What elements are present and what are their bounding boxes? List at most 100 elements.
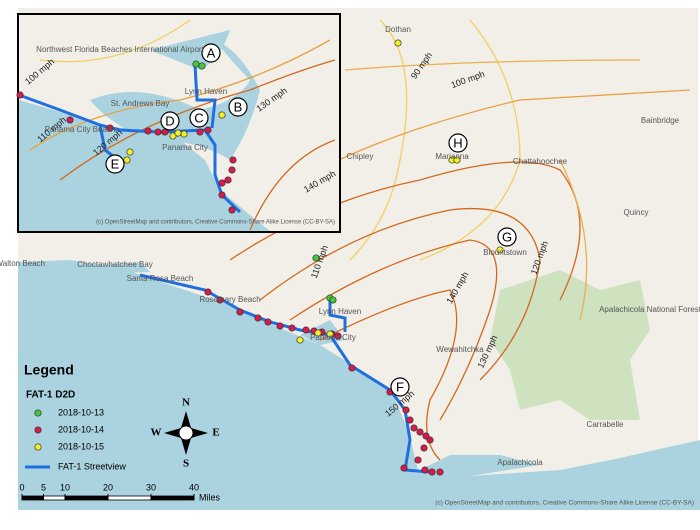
survey-point [216,296,224,304]
survey-point [154,128,162,136]
scale-segment [43,495,66,501]
compass-letter: S [183,458,189,470]
place-label: Lynn Haven [319,307,361,316]
place-label: Rosemary Beach [199,295,260,304]
place-label: Chipley [347,152,374,161]
contour [349,19,408,261]
compass-center [178,425,194,441]
survey-point [34,426,42,434]
scale-segment [64,495,109,501]
place-label: Chattahoochee [513,157,568,166]
survey-point [106,124,114,132]
contour [259,207,541,381]
survey-point [204,126,212,134]
place-label: Marianna [435,152,469,161]
place-label: Blountstown [483,248,527,257]
point-label: A [207,45,216,60]
place-label: Carrabelle [587,420,624,429]
place-label: Fort Walton Beach [0,259,45,268]
survey-point [204,288,212,296]
contour [289,239,498,421]
survey-point [192,60,200,68]
point-marker [160,111,180,131]
place-label: Dothan [385,25,411,34]
survey-point [218,179,226,187]
survey-point [406,416,414,424]
place-label: Panama City [310,333,356,342]
scale-tick-label: 0 [19,482,24,492]
survey-point [348,364,356,372]
point-marker [228,97,248,117]
point-label: G [502,229,512,244]
survey-point [34,443,42,451]
scale-tick-label: 10 [60,482,70,492]
legend-item: 2018-10-14 [58,424,104,434]
place-label: Santa Rosa Beach [127,274,194,283]
inset-place-label: Lynn Haven [185,87,227,96]
contour [29,39,331,151]
survey-point [34,409,42,417]
scale-tick-label: 5 [41,482,46,492]
streetview-route [328,300,347,332]
inset-attribution: (c) OpenStreetMap and contributors, Crea… [96,220,335,226]
inset-place-label: Northwest Florida Beaches International … [36,45,204,54]
contour [419,19,521,261]
survey-point [326,330,334,338]
survey-point [436,468,444,476]
survey-point [276,322,284,330]
place-label: Apalachicola National Forest [599,305,700,314]
point-marker [448,133,468,153]
survey-point [126,148,134,156]
survey-point [312,254,320,262]
legend: Legend FAT-1 D2D 2018-10-13 2018-10-14 2018-… [24,362,126,472]
contour [319,289,458,461]
legend-line-label: FAT-1 Streetview [58,461,126,471]
contour [559,159,588,321]
survey-point [236,308,244,316]
survey-point [144,127,152,135]
contour [249,139,336,231]
legend-item: 2018-10-15 [58,441,104,451]
scale-segment [107,495,152,501]
survey-point [218,191,226,199]
survey-point [296,336,304,344]
point-label: B [234,99,243,114]
compass-letter: W [151,427,162,439]
inset-place-label: St. Andrews Bay [111,99,170,108]
point-label: D [165,113,174,128]
contour [39,19,191,63]
contour [59,59,336,181]
compass-letter: N [182,397,190,409]
survey-point [402,406,410,414]
survey-point [174,129,182,137]
point-label: C [194,110,203,125]
point-label: E [111,156,120,171]
survey-point [428,468,436,476]
inset-place-label: Panama City [162,143,208,152]
survey-point [16,91,24,99]
survey-point [453,156,461,164]
contour [344,59,641,71]
survey-point [426,436,434,444]
survey-point [314,329,322,337]
attribution: (c) OpenStreetMap and contributors, Crea… [435,500,694,507]
point-label: H [453,135,462,150]
survey-point [496,246,504,254]
inset-place-label: Panama City Beach [45,125,116,134]
legend-layer: FAT-1 D2D [26,390,75,401]
survey-point [254,314,262,322]
survey-point [198,62,206,70]
bay [60,262,150,275]
survey-point [264,318,272,326]
survey-point [66,116,74,124]
survey-point [196,128,204,136]
point-label: F [396,379,404,394]
survey-point [302,326,310,334]
point-marker [201,43,221,63]
state-forest [490,270,650,420]
survey-point [228,166,236,174]
survey-point [400,464,408,472]
survey-point [229,156,237,164]
survey-point [123,156,131,164]
